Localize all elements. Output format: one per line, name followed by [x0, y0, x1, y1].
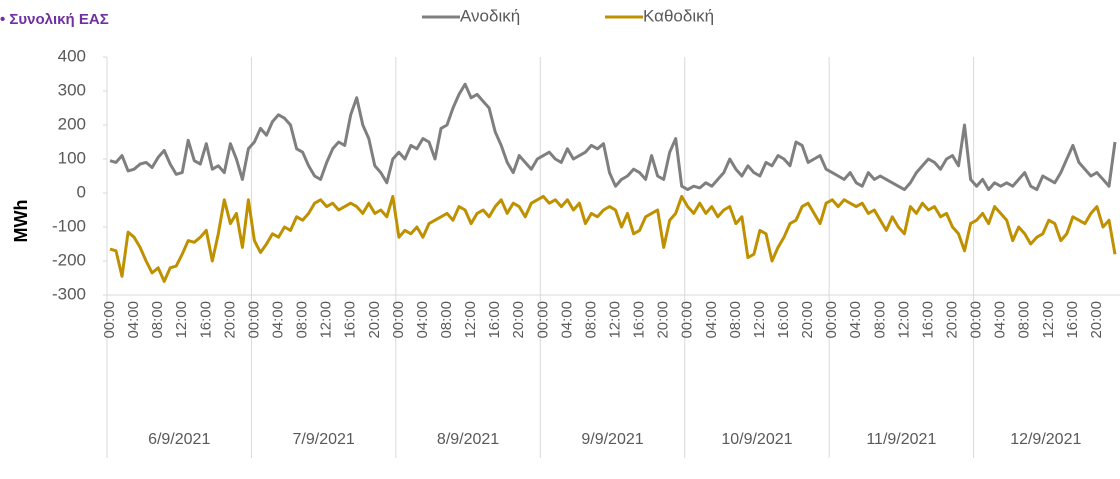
x-tick-label: 04:00 [414, 301, 431, 339]
x-tick-label: 08:00 [438, 301, 455, 339]
series-line [109, 194, 1117, 283]
x-tick-label: 12:00 [1040, 301, 1057, 339]
x-tick-label: 16:00 [197, 301, 214, 339]
x-tick-label: 08:00 [871, 301, 888, 339]
x-tick-label: 20:00 [366, 301, 383, 339]
x-tick-label: 12:00 [318, 301, 335, 339]
x-tick-label: 16:00 [631, 301, 648, 339]
x-tick-label: 08:00 [582, 301, 599, 339]
day-label: 6/9/2021 [148, 431, 210, 448]
x-tick-label: 20:00 [943, 301, 960, 339]
x-tick-label: 04:00 [847, 301, 864, 339]
x-tick-label: 00:00 [390, 301, 407, 339]
x-tick-label: 12:00 [606, 301, 623, 339]
day-label: 9/9/2021 [581, 431, 643, 448]
x-tick-label: 20:00 [1088, 301, 1105, 339]
x-tick-label: 20:00 [655, 301, 672, 339]
x-tick-label: 16:00 [1064, 301, 1081, 339]
x-tick-label: 00:00 [101, 301, 118, 339]
day-label: 12/9/2021 [1010, 431, 1081, 448]
x-tick-label: 04:00 [125, 301, 142, 339]
y-tick-label: -300 [52, 284, 86, 303]
day-label: 11/9/2021 [866, 431, 936, 448]
y-axis-label: MWh [11, 200, 31, 243]
x-tick-label: 04:00 [558, 301, 575, 339]
legend-label: Ανοδική [460, 6, 520, 25]
x-tick-label: 00:00 [968, 301, 985, 339]
y-tick-label: 300 [58, 80, 86, 99]
chart-title: • Συνολική ΕΑΣ [0, 11, 109, 28]
x-tick-label: 20:00 [510, 301, 527, 339]
x-tick-label: 00:00 [534, 301, 551, 339]
day-label: 7/9/2021 [293, 431, 355, 448]
x-tick-label: 16:00 [919, 301, 936, 339]
x-tick-label: 00:00 [679, 301, 696, 339]
x-tick-label: 00:00 [823, 301, 840, 339]
x-tick-label: 16:00 [342, 301, 359, 339]
x-tick-label: 04:00 [269, 301, 286, 339]
x-tick-label: 08:00 [294, 301, 311, 339]
x-tick-label: 12:00 [895, 301, 912, 339]
x-tick-label: 20:00 [221, 301, 238, 339]
day-label: 8/9/2021 [437, 431, 499, 448]
x-tick-label: 00:00 [245, 301, 262, 339]
x-tick-label: 12:00 [173, 301, 190, 339]
legend-label: Καθοδική [643, 6, 714, 25]
x-tick-label: 16:00 [486, 301, 503, 339]
y-tick-label: -200 [52, 250, 86, 269]
y-tick-label: -100 [52, 216, 86, 235]
x-tick-label: 12:00 [751, 301, 768, 339]
x-tick-label: 08:00 [149, 301, 166, 339]
x-tick-label: 12:00 [462, 301, 479, 339]
series-line [109, 82, 1117, 192]
x-tick-label: 16:00 [775, 301, 792, 339]
y-tick-label: 400 [58, 46, 86, 65]
y-tick-label: 100 [58, 148, 86, 167]
y-tick-label: 0 [77, 182, 86, 201]
x-tick-label: 08:00 [727, 301, 744, 339]
y-tick-label: 200 [58, 114, 86, 133]
x-tick-label: 20:00 [799, 301, 816, 339]
x-tick-label: 04:00 [992, 301, 1009, 339]
day-label: 10/9/2021 [721, 431, 792, 448]
x-tick-label: 04:00 [703, 301, 720, 339]
x-tick-label: 08:00 [1016, 301, 1033, 339]
